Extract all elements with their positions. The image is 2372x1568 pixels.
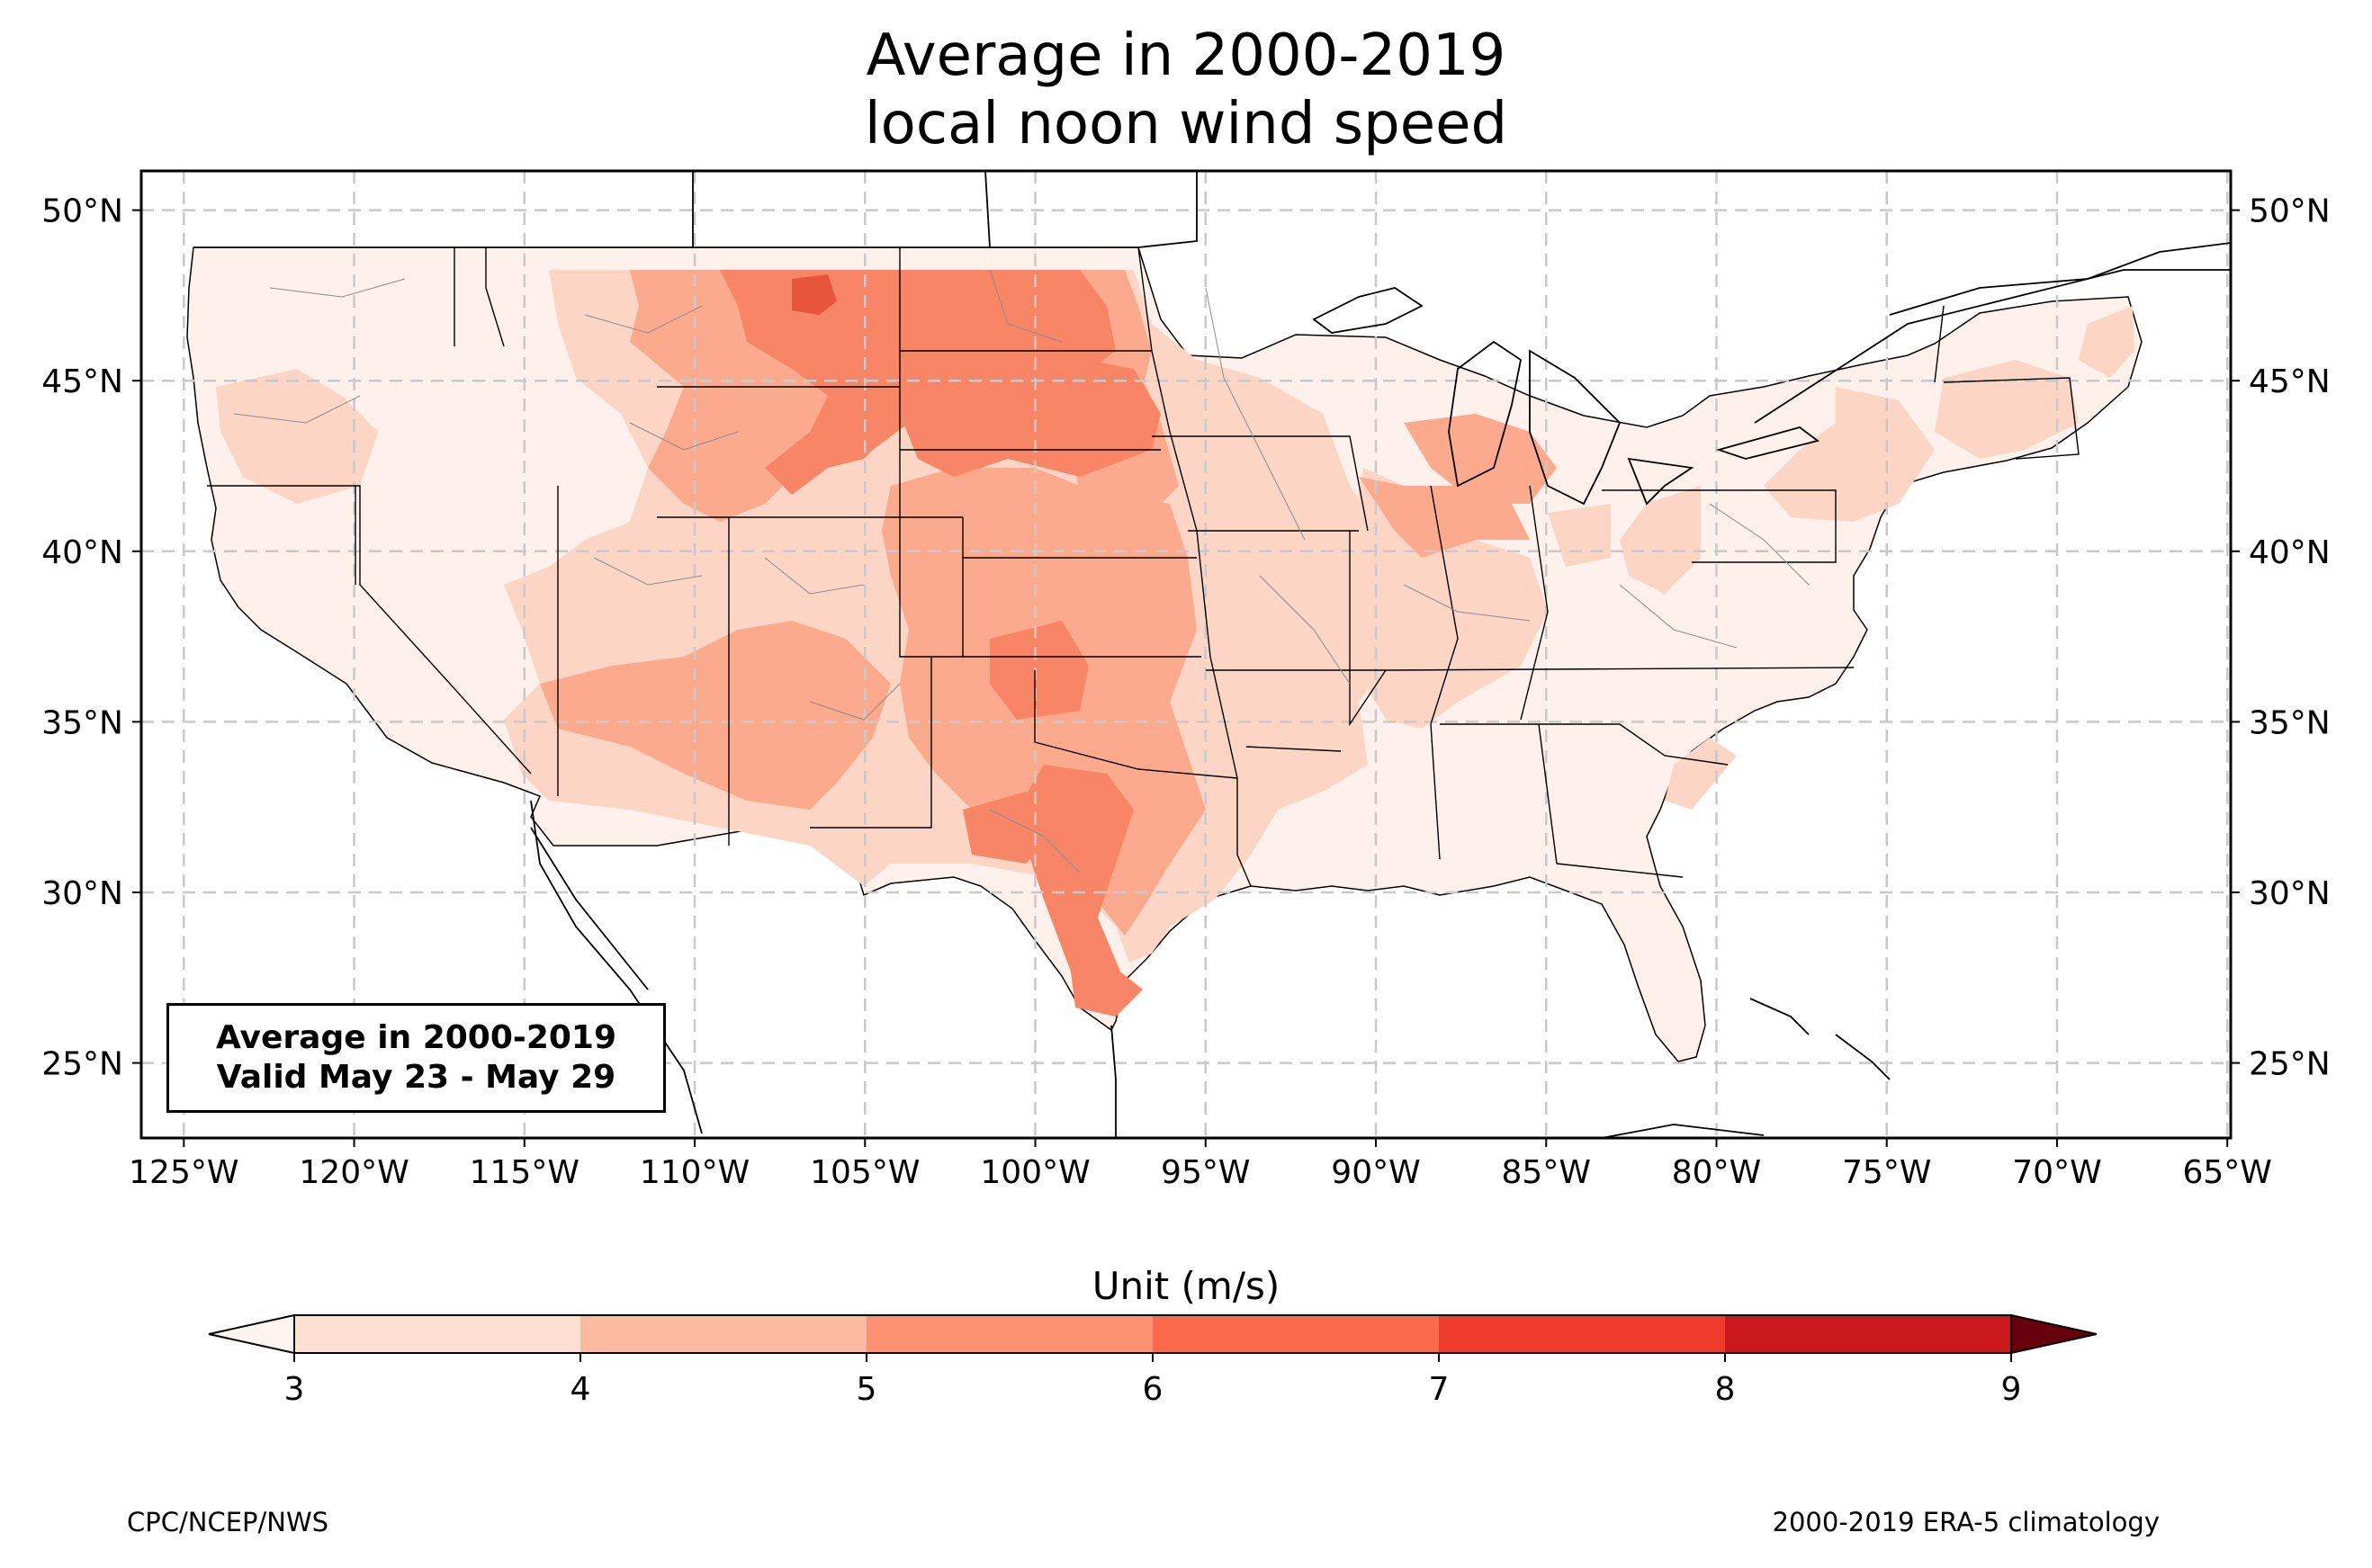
lat-label: 35°N (2249, 704, 2331, 741)
lon-label: 120°W (299, 1154, 409, 1191)
colorbar (208, 1313, 2098, 1362)
colorbar-tick-label: 3 (284, 1371, 305, 1408)
valid-box-line1: Average in 2000-2019 (215, 1019, 617, 1056)
state-borders (193, 246, 2080, 887)
lat-label: 40°N (41, 534, 123, 571)
lon-label: 100°W (980, 1154, 1090, 1191)
lat-label: 45°N (41, 363, 123, 400)
colorbar-tick-label: 4 (571, 1371, 591, 1408)
graticule (141, 171, 2231, 1138)
wind-7-8-area (792, 274, 837, 315)
wind-speed-shading (186, 246, 2143, 1062)
latitude-labels-left: 25°N 30°N 35°N 40°N 45°N 50°N (41, 193, 123, 1083)
colorbar-segment (867, 1315, 1154, 1353)
county-lines (233, 269, 1810, 874)
latitude-labels-right: 25°N 30°N 35°N 40°N 45°N 50°N (2249, 193, 2331, 1083)
colorbar-segment (1153, 1315, 1440, 1353)
lat-label: 25°N (2249, 1046, 2331, 1083)
map-frame (139, 169, 2233, 1140)
lon-label: 90°W (1331, 1154, 1420, 1191)
colorbar-tick-labels: 3 4 5 6 7 8 9 (284, 1371, 2022, 1408)
axis-ticks (132, 209, 2240, 1147)
lat-label: 50°N (2249, 193, 2331, 230)
lat-label: 50°N (41, 193, 123, 230)
lat-label: 30°N (2249, 875, 2331, 912)
lat-label: 40°N (2249, 534, 2331, 571)
colorbar-unit-label: Unit (m/s) (1092, 1264, 1280, 1308)
colorbar-under-arrow (208, 1313, 295, 1355)
chart-title-line2: local noon wind speed (864, 91, 1508, 157)
lon-label: 85°W (1502, 1154, 1591, 1191)
colorbar-tick-label: 6 (1143, 1371, 1164, 1408)
colorbar-over-arrow (2010, 1313, 2098, 1355)
footer-source: CPC/NCEP/NWS (127, 1507, 329, 1537)
colorbar-segment (1439, 1315, 1726, 1353)
lon-label: 125°W (129, 1154, 238, 1191)
lat-label: 45°N (2249, 363, 2331, 400)
colorbar-segment (294, 1315, 581, 1353)
lon-label: 95°W (1161, 1154, 1250, 1191)
colorbar-tick-label: 7 (1429, 1371, 1450, 1408)
footer-climatology: 2000-2019 ERA-5 climatology (1772, 1507, 2160, 1537)
lon-label: 65°W (2183, 1154, 2272, 1191)
wind-6-7-areas (720, 270, 1161, 1017)
lon-label: 80°W (1672, 1154, 1761, 1191)
lat-label: 25°N (41, 1046, 123, 1083)
colorbar-segment (1725, 1315, 2012, 1353)
lon-label: 115°W (470, 1154, 580, 1191)
valid-period-box: Average in 2000-2019 Valid May 23 - May … (166, 1003, 666, 1113)
lon-label: 70°W (2012, 1154, 2101, 1191)
lat-label: 30°N (41, 875, 123, 912)
colorbar-segment (580, 1315, 867, 1353)
valid-box-line2: Valid May 23 - May 29 (216, 1059, 616, 1096)
coastlines (530, 171, 2231, 1138)
longitude-labels: 125°W 120°W 115°W 110°W 105°W 100°W 95°W 90°W 85… (129, 1154, 2272, 1191)
lat-label: 35°N (41, 704, 123, 741)
colorbar-tick-label: 5 (857, 1371, 877, 1408)
lon-label: 105°W (810, 1154, 920, 1191)
lon-label: 110°W (640, 1154, 750, 1191)
colorbar-tick-label: 9 (2001, 1371, 2022, 1408)
chart-title-line1: Average in 2000-2019 (866, 22, 1506, 89)
colorbar-tick-label: 8 (1715, 1371, 1736, 1408)
lon-label: 75°W (1842, 1154, 1931, 1191)
